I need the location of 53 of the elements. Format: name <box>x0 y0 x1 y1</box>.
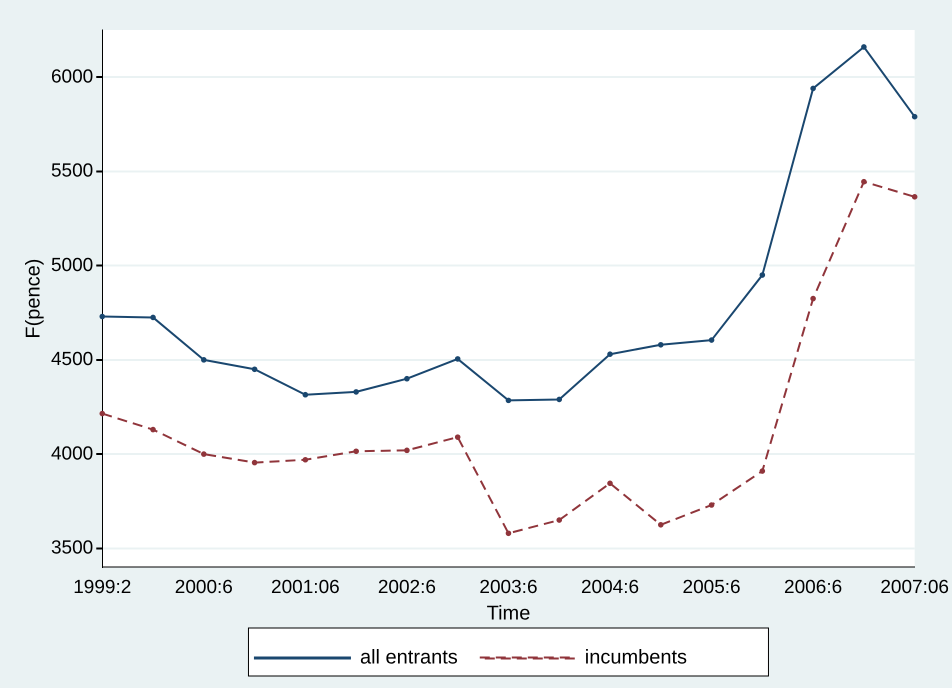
point <box>99 314 106 320</box>
point <box>912 114 918 120</box>
x-tick-label: 2000:6 <box>174 576 233 598</box>
y-tick-label: 5000 <box>50 254 94 276</box>
point <box>99 410 106 416</box>
point <box>150 426 156 432</box>
y-tick-label: 5500 <box>50 160 94 182</box>
point <box>607 351 613 358</box>
point <box>252 460 258 466</box>
point <box>658 342 664 348</box>
x-tick-label: 2004:6 <box>580 576 640 598</box>
point <box>506 530 512 536</box>
point <box>861 178 867 185</box>
point <box>708 502 714 508</box>
point <box>454 434 460 440</box>
x-tick-label: 2006:6 <box>784 576 842 598</box>
point <box>556 517 562 523</box>
point <box>454 356 460 362</box>
point <box>658 522 664 528</box>
point <box>708 337 714 343</box>
point <box>353 448 359 454</box>
y-tick-label: 4500 <box>50 349 94 370</box>
x-tick-label: 2007:06 <box>880 576 950 598</box>
point <box>556 396 562 402</box>
point <box>810 296 816 302</box>
point <box>810 86 816 92</box>
legend-label: all entrants <box>360 646 458 669</box>
point <box>760 272 766 278</box>
point <box>607 480 613 486</box>
y-axis-title: F(pence) <box>22 258 45 339</box>
x-tick-label: 1999:2 <box>73 576 132 598</box>
y-tick-label: 3500 <box>50 538 94 559</box>
point <box>150 314 156 320</box>
point <box>302 456 308 463</box>
point <box>861 44 867 50</box>
x-tick-label: 2003:6 <box>479 576 538 598</box>
point <box>404 376 410 382</box>
point <box>506 398 512 404</box>
y-tick-label: 4000 <box>50 443 94 464</box>
point <box>912 194 918 200</box>
x-tick-label: 2001:06 <box>271 576 340 598</box>
x-tick-label: 2005:6 <box>682 576 741 598</box>
legend-label: incumbents <box>584 646 688 669</box>
point <box>760 468 766 474</box>
point <box>302 392 308 398</box>
point <box>201 451 207 457</box>
x-tick-label: 2002:6 <box>378 576 436 598</box>
point <box>252 366 258 372</box>
y-tick-label: 6000 <box>50 66 94 88</box>
point <box>353 389 359 395</box>
point <box>201 357 207 363</box>
point <box>404 448 410 454</box>
x-axis-title: Time <box>486 602 530 625</box>
